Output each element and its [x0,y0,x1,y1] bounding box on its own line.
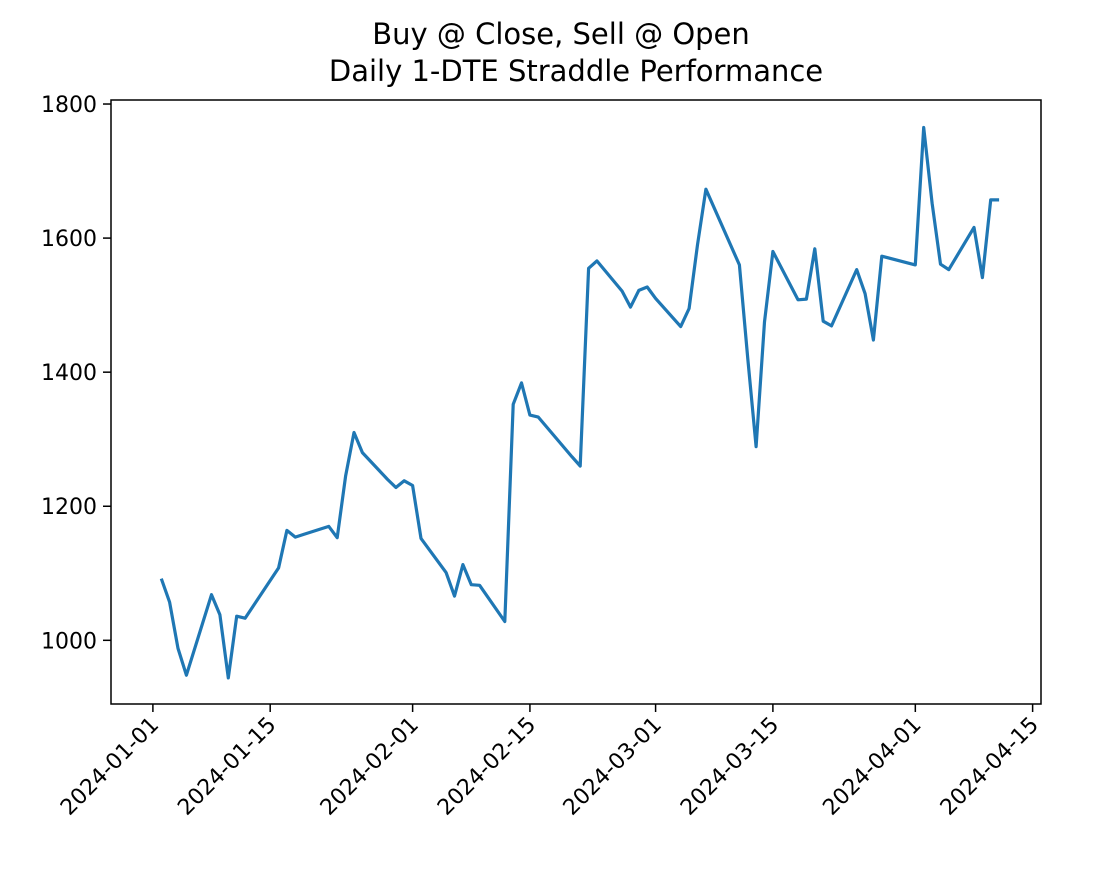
x-axis: 2024-01-01 2024-01-15 2024-02-01 2024-02-15… [56,704,1044,821]
chart-title: Buy @ Close, Sell @ Open [372,17,750,51]
x-tick-label: 2024-01-15 [173,713,281,821]
chart-subtitle: Daily 1-DTE Straddle Performance [329,54,823,88]
x-tick-label: 2024-02-01 [316,713,424,821]
x-tick-label: 2024-04-01 [818,713,926,821]
x-tick-label: 2024-01-01 [56,713,164,821]
y-tick-label: 1800 [41,93,97,118]
x-tick-label: 2024-02-15 [433,713,541,821]
plot-area-frame [110,99,1042,705]
x-tick-label: 2024-03-15 [676,713,784,821]
y-tick-label: 1200 [41,495,97,520]
y-axis: 1000 1200 1400 1600 1800 [41,93,111,654]
series-line [159,125,1000,680]
y-tick-label: 1000 [41,629,97,654]
series-layer [159,125,1000,680]
x-tick-label: 2024-04-15 [936,713,1044,821]
x-tick-label: 2024-03-01 [559,713,667,821]
y-tick-label: 1600 [41,227,97,252]
y-tick-label: 1400 [41,361,97,386]
